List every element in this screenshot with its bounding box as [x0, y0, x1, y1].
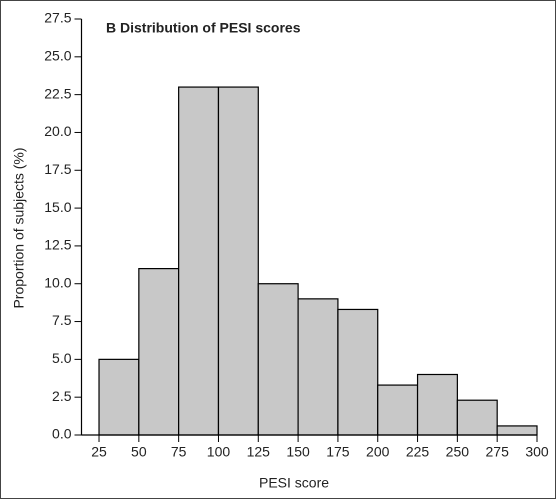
x-tick-label: 275 [486, 444, 510, 460]
x-tick-label: 250 [446, 444, 470, 460]
x-tick-label: 125 [247, 444, 271, 460]
bar [257, 283, 299, 436]
x-tick-label: 300 [525, 444, 549, 460]
y-tick-label: 17.5 [44, 161, 71, 177]
bar [416, 373, 458, 436]
x-axis-label: PESI score [259, 475, 329, 491]
y-axis-label: Proportion of subjects (%) [11, 147, 27, 308]
bar [337, 308, 379, 436]
bar [377, 384, 419, 436]
x-tick-label: 200 [366, 444, 390, 460]
x-tick-label: 150 [286, 444, 310, 460]
x-tick-label: 100 [207, 444, 231, 460]
bar [138, 268, 180, 436]
y-tick-label: 2.5 [52, 388, 72, 404]
x-tick-label: 175 [326, 444, 350, 460]
y-tick-label: 5.0 [52, 350, 72, 366]
y-tick-label: 20.0 [44, 123, 71, 139]
y-tick-label: 27.5 [44, 10, 71, 26]
bar [496, 425, 538, 436]
y-tick-label: 10.0 [44, 274, 71, 290]
y-tick-label: 12.5 [44, 237, 71, 253]
x-tick-label: 75 [171, 444, 187, 460]
x-tick-label: 25 [91, 444, 107, 460]
y-tick-label: 15.0 [44, 199, 71, 215]
y-tick-label: 0.0 [52, 426, 72, 442]
bar [178, 86, 220, 436]
x-tick-label: 225 [406, 444, 430, 460]
bar [98, 358, 140, 436]
bar [217, 86, 259, 436]
x-tick-label: 50 [131, 444, 147, 460]
chart-title: B Distribution of PESI scores [106, 20, 301, 36]
y-tick-label: 7.5 [52, 312, 72, 328]
y-tick-label: 25.0 [44, 48, 71, 64]
y-tick-label: 22.5 [44, 85, 71, 101]
bar [456, 399, 498, 436]
bar [297, 298, 339, 436]
